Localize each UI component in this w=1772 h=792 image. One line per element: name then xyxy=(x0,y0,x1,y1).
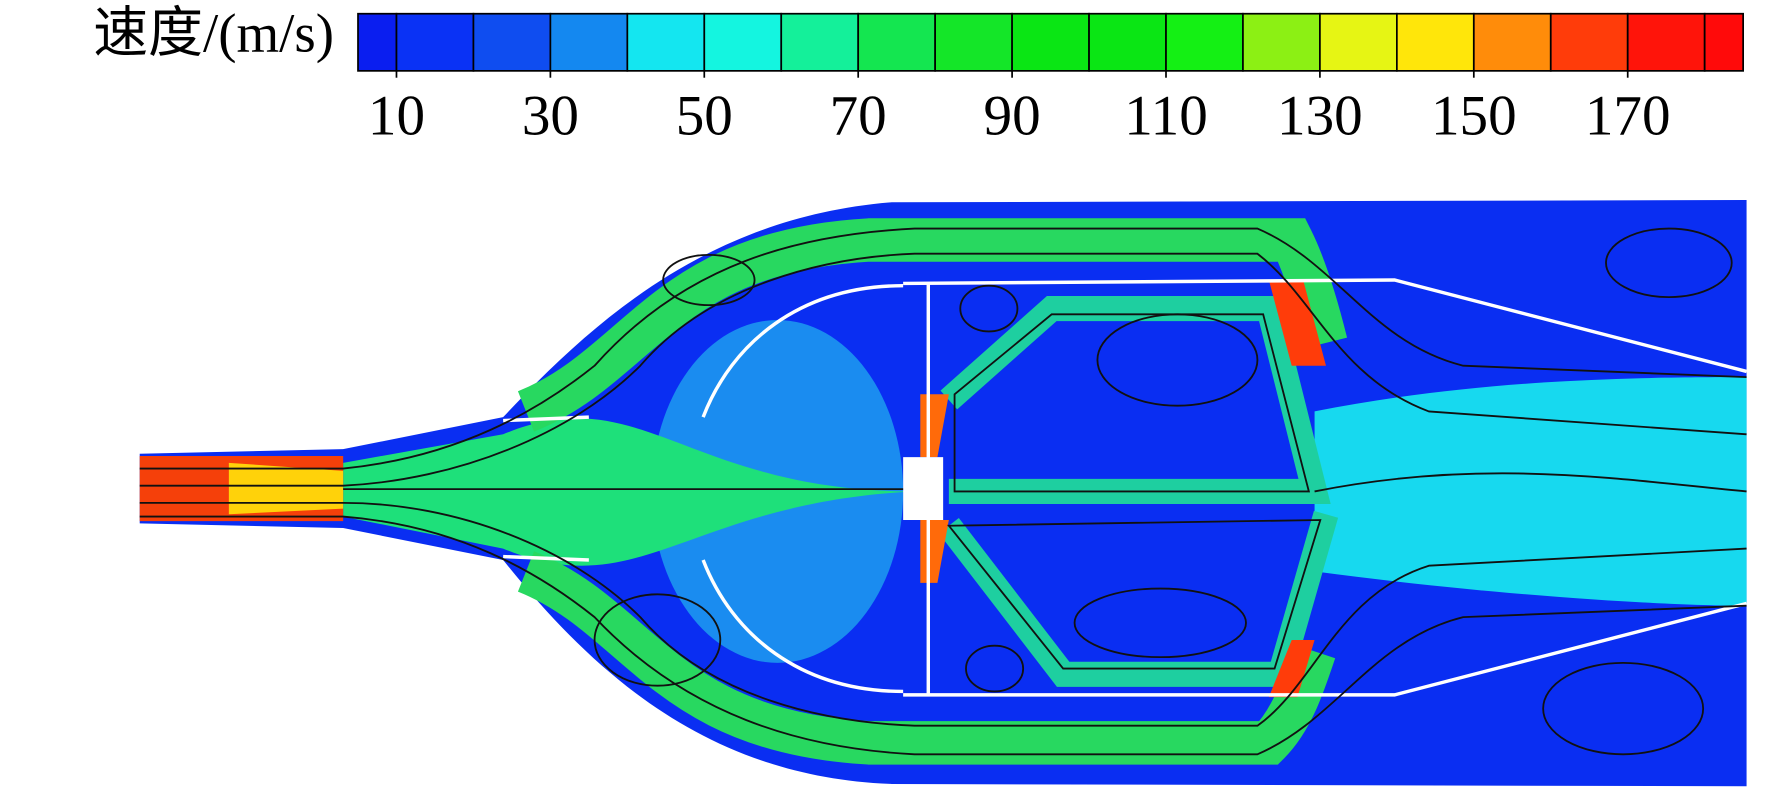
colorbar-segment xyxy=(1319,12,1398,72)
colorbar-segment xyxy=(934,12,1013,72)
hot-spot xyxy=(1268,640,1315,698)
jet xyxy=(517,551,1336,765)
walls xyxy=(503,278,1748,697)
colorbar-segment xyxy=(1088,12,1167,72)
tick-label: 10 xyxy=(368,84,425,147)
colorbar-label: 速度/(m/s) xyxy=(93,2,334,63)
streamlines xyxy=(139,227,1747,756)
tick-label: 130 xyxy=(1277,84,1363,147)
region xyxy=(343,418,915,566)
region xyxy=(1314,377,1747,606)
tick-label: 90 xyxy=(984,84,1041,147)
inlet-jet xyxy=(228,462,344,515)
colorbar-segment xyxy=(1011,12,1090,72)
tick-label: 70 xyxy=(830,84,887,147)
tick-label: 170 xyxy=(1585,84,1671,147)
colorbar-segment xyxy=(857,12,937,72)
colorbar-segment xyxy=(395,12,475,72)
tick-label: 110 xyxy=(1124,84,1208,147)
colorbar-segment xyxy=(1703,12,1745,72)
colorbar-segment xyxy=(1626,12,1706,72)
colorbar-segment xyxy=(626,12,706,72)
hub xyxy=(903,457,944,520)
colorbar-segment xyxy=(703,12,783,72)
colorbar-segment xyxy=(1549,12,1629,72)
hot-spot xyxy=(1268,280,1326,366)
tick-label: 30 xyxy=(522,84,579,147)
jet xyxy=(938,510,1339,687)
colorbar-segment xyxy=(357,12,398,72)
colorbar-segment xyxy=(549,12,629,72)
tick-label: 50 xyxy=(676,84,733,147)
colorbar-segment xyxy=(1242,12,1321,72)
colorbar-segment xyxy=(1472,12,1552,72)
colorbar-segment xyxy=(780,12,860,72)
colorbar-segment xyxy=(1165,12,1244,72)
tick-label: 150 xyxy=(1431,84,1517,147)
colorbar: 10 30 50 70 90 110 130 150 170 xyxy=(357,12,1745,147)
colorbar-segment xyxy=(1395,12,1475,72)
colorbar-segment xyxy=(472,12,552,72)
flow-field xyxy=(139,200,1748,787)
jet xyxy=(517,218,1348,432)
